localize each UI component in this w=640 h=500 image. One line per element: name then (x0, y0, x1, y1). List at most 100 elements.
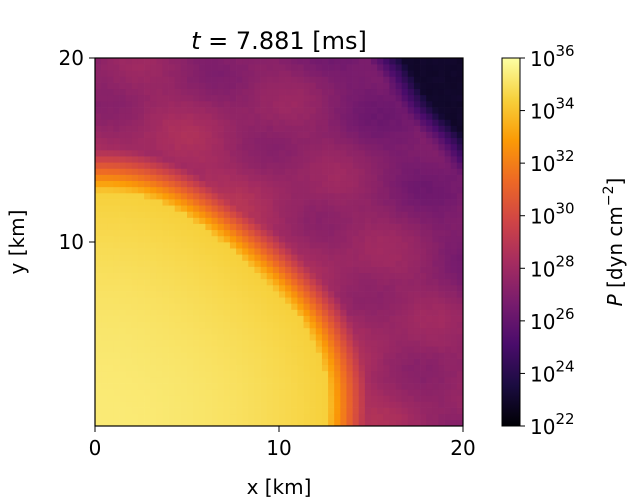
heatmap-cell (279, 413, 286, 421)
heatmap-cell (407, 389, 415, 396)
heatmap-cell (395, 284, 403, 292)
heatmap-cell (432, 242, 439, 249)
heatmap-cell (205, 235, 212, 243)
heatmap-cell (364, 113, 372, 120)
heatmap-cell (236, 413, 243, 421)
heatmap-cell (352, 315, 360, 323)
heatmap-cell (125, 303, 133, 310)
heatmap-cell (217, 199, 225, 206)
heatmap-cell (377, 137, 384, 145)
heatmap-cell (413, 150, 421, 157)
heatmap-cell (119, 192, 127, 200)
heatmap-cell (444, 297, 452, 304)
heatmap-cell (297, 352, 304, 359)
heatmap-cell (217, 58, 225, 65)
heatmap-cell (260, 303, 268, 310)
heatmap-cell (236, 419, 243, 427)
heatmap-cell (309, 143, 317, 151)
heatmap-cell (450, 352, 458, 359)
heatmap-cell (377, 205, 384, 212)
heatmap-cell (401, 309, 409, 316)
heatmap-cell (187, 156, 194, 163)
heatmap-cell (328, 340, 335, 347)
heatmap-cell (303, 284, 311, 292)
heatmap-cell (297, 242, 304, 249)
heatmap-cell (95, 303, 102, 310)
heatmap-cell (199, 162, 206, 169)
heatmap-cell (223, 242, 231, 249)
heatmap-cell (334, 389, 341, 396)
heatmap-cell (309, 211, 317, 218)
heatmap-cell (426, 254, 433, 261)
heatmap-cell (352, 407, 360, 415)
heatmap-cell (328, 291, 335, 298)
heatmap-cell (315, 94, 323, 102)
heatmap-cell (223, 260, 231, 267)
heatmap-cell (420, 419, 427, 427)
heatmap-cell (364, 370, 372, 378)
heatmap-cell (401, 334, 409, 341)
heatmap-cell (199, 107, 206, 114)
heatmap-cell (438, 346, 445, 353)
heatmap-cell (371, 186, 378, 194)
heatmap-cell (407, 143, 415, 151)
heatmap-cell (254, 150, 261, 157)
heatmap-cell (168, 162, 176, 169)
heatmap-cell (248, 229, 255, 237)
heatmap-cell (180, 266, 188, 274)
heatmap-cell (401, 321, 409, 329)
heatmap-cell (187, 303, 194, 310)
heatmap-cell (168, 376, 176, 384)
heatmap-cell (174, 88, 182, 96)
heatmap-cell (242, 248, 249, 255)
heatmap-cell (321, 58, 329, 65)
heatmap-cell (223, 327, 231, 335)
heatmap-cell (119, 205, 127, 212)
heatmap-cell (266, 162, 274, 169)
heatmap-cell (254, 217, 261, 224)
heatmap-cell (334, 64, 341, 71)
heatmap-cell (205, 150, 212, 157)
heatmap-cell (346, 180, 353, 188)
heatmap-cell (407, 107, 415, 114)
heatmap-cell (223, 70, 231, 77)
heatmap-cell (223, 321, 231, 329)
heatmap-cell (260, 186, 268, 194)
heatmap-cell (309, 334, 317, 341)
heatmap-cell (413, 315, 421, 323)
heatmap-cell (131, 334, 139, 341)
heatmap-cell (297, 174, 304, 182)
heatmap-cell (260, 260, 268, 267)
heatmap-cell (168, 229, 176, 237)
heatmap-cell (211, 82, 219, 90)
heatmap-cell (236, 266, 243, 274)
heatmap-cell (358, 327, 366, 335)
heatmap-cell (413, 303, 421, 310)
heatmap-cell (450, 401, 458, 408)
heatmap-cell (156, 242, 163, 249)
heatmap-cell (328, 168, 335, 175)
heatmap-cell (315, 76, 323, 83)
heatmap-cell (456, 284, 464, 292)
heatmap-cell (162, 211, 169, 218)
heatmap-cell (438, 242, 445, 249)
heatmap-cell (334, 284, 341, 292)
heatmap-cell (303, 248, 311, 255)
heatmap-cell (260, 376, 268, 384)
heatmap-cell (150, 303, 157, 310)
heatmap-cell (456, 137, 464, 145)
heatmap-cell (358, 278, 366, 286)
heatmap-cell (168, 205, 176, 212)
heatmap-cell (131, 254, 139, 261)
heatmap-cell (168, 272, 176, 280)
heatmap-cell (125, 223, 133, 231)
heatmap-cell (150, 389, 157, 396)
heatmap-cell (248, 260, 255, 267)
heatmap-cell (193, 278, 200, 286)
heatmap-cell (346, 205, 353, 212)
heatmap-cell (340, 229, 347, 237)
heatmap-cell (180, 364, 188, 372)
heatmap-cell (260, 407, 268, 415)
heatmap-cell (180, 211, 188, 218)
heatmap-cell (285, 291, 292, 298)
